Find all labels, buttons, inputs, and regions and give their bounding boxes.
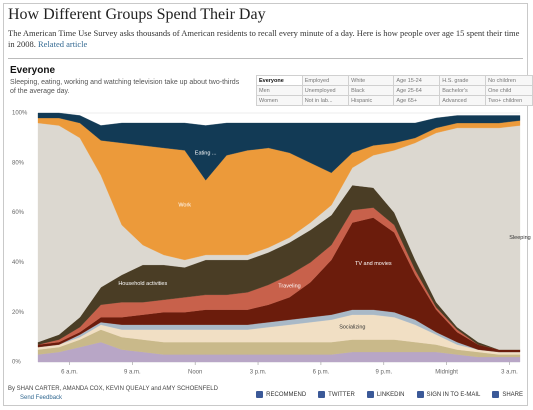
share-icon <box>318 391 326 398</box>
filter-button[interactable]: No children <box>485 75 533 86</box>
x-tick-label: 6 p.m. <box>313 370 330 376</box>
filter-button[interactable]: H.S. grade <box>439 75 487 86</box>
share-button[interactable]: SIGN IN TO E-MAIL <box>416 391 481 398</box>
share-label: SIGN IN TO E-MAIL <box>426 391 481 398</box>
x-tick-label: Noon <box>188 370 202 376</box>
filter-button[interactable]: Age 65+ <box>393 95 441 106</box>
share-button[interactable]: TWITTER <box>318 391 355 398</box>
x-tick-label: Midnight <box>435 370 458 376</box>
y-tick-label: 80% <box>12 160 25 166</box>
filter-row: Everyone Employed White Age 15-24 H.S. grade… <box>256 75 533 86</box>
area-layer <box>37 112 521 181</box>
series-label: Socializing <box>339 325 365 331</box>
filter-row: Women Not in lab... Hispanic Age 65+ Advance… <box>256 95 533 106</box>
filter-button[interactable]: Not in lab... <box>301 95 350 106</box>
filter-button[interactable]: Hispanic <box>348 95 395 106</box>
filter-button[interactable]: Age 25-64 <box>393 85 441 96</box>
x-tick-label: 3 p.m. <box>250 370 267 376</box>
share-label: SHARE <box>502 391 523 398</box>
filter-button[interactable]: One child <box>485 85 533 96</box>
share-label: LINKEDIN <box>376 391 405 398</box>
share-icon <box>492 391 500 398</box>
filter-button[interactable]: Black <box>348 85 395 96</box>
filter-button[interactable]: Men <box>256 85 303 96</box>
series-label: Traveling <box>278 284 300 290</box>
share-icon <box>416 391 424 398</box>
filter-button[interactable]: Advanced <box>439 95 487 106</box>
y-tick-label: 20% <box>12 310 25 316</box>
related-link[interactable]: Related article <box>38 39 88 49</box>
series-label: Household activities <box>118 281 167 287</box>
filter-button[interactable]: Employed <box>301 75 350 86</box>
section-subtitle: Sleeping, eating, working and watching t… <box>10 79 240 95</box>
filter-button[interactable]: Women <box>256 95 303 106</box>
filter-button[interactable]: Everyone <box>256 75 303 86</box>
filter-button[interactable]: Age 15-24 <box>393 75 441 86</box>
filter-button[interactable]: Two+ children <box>485 95 533 106</box>
series-label: Eating ... <box>195 150 217 156</box>
share-bar: RECOMMEND TWITTER LINKEDIN SIGN IN TO E-MAI… <box>256 391 523 398</box>
x-tick-label: 9 a.m. <box>124 370 141 376</box>
share-button[interactable]: LINKEDIN <box>366 391 405 398</box>
filter-button[interactable]: Unemployed <box>301 85 350 96</box>
share-icon <box>366 391 374 398</box>
y-tick-label: 40% <box>12 260 25 266</box>
filter-button[interactable]: Bachelor's <box>439 85 487 96</box>
series-label: Work <box>178 203 191 209</box>
series-label: Sleeping <box>509 235 530 241</box>
share-button[interactable]: RECOMMEND <box>256 391 306 398</box>
description-text: The American Time Use Survey asks thousa… <box>8 28 520 49</box>
page-title: How Different Groups Spend Their Day <box>8 6 266 23</box>
y-tick-label: 0% <box>12 360 21 366</box>
share-icon <box>256 391 264 398</box>
section-title: Everyone <box>10 65 56 76</box>
feedback-link[interactable]: Send Feedback <box>20 395 63 401</box>
filter-grid: Everyone Employed White Age 15-24 H.S. grade… <box>256 75 533 106</box>
filter-row: Men Unemployed Black Age 25-64 Bachelor's One… <box>256 85 533 96</box>
x-tick-label: 9 p.m. <box>375 370 392 376</box>
series-label: TV and movies <box>355 261 392 267</box>
y-tick-label: 60% <box>12 210 25 216</box>
filter-button[interactable]: White <box>348 75 395 86</box>
description: The American Time Use Survey asks thousa… <box>8 28 523 50</box>
chart: 0% 20% 40% 60% 80% 100% Socializing TV and movi… <box>12 111 531 376</box>
byline: By SHAN CARTER, AMANDA COX, KEVIN QUEALY… <box>8 386 218 392</box>
y-tick-label: 100% <box>12 111 28 117</box>
x-tick-label: 6 a.m. <box>61 370 78 376</box>
share-label: RECOMMEND <box>266 391 307 398</box>
share-button[interactable]: SHARE <box>492 391 523 398</box>
frame <box>3 3 528 406</box>
share-label: TWITTER <box>328 391 355 398</box>
x-tick-label: 3 a.m. <box>501 370 518 376</box>
divider <box>8 58 523 59</box>
